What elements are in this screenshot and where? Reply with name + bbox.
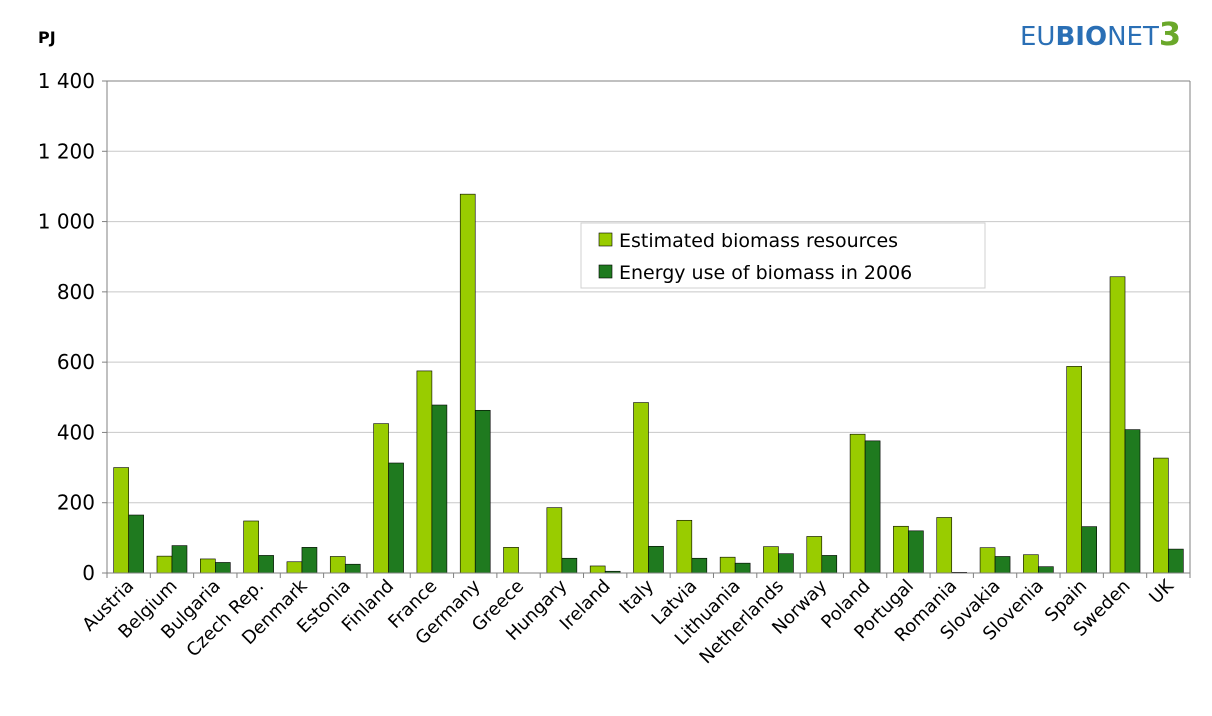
bar-energy-use-5 bbox=[344, 563, 361, 574]
bar-estimated-3 bbox=[243, 520, 259, 574]
y-tick-label: 1 400 bbox=[38, 69, 95, 93]
y-tick-label: 400 bbox=[57, 420, 95, 444]
bar-estimated-10 bbox=[546, 507, 563, 574]
bar-energy-use-3 bbox=[258, 555, 274, 574]
bar-energy-use-0 bbox=[128, 514, 144, 574]
bar-energy-use-17 bbox=[864, 440, 881, 574]
bar-estimated-15 bbox=[763, 546, 779, 574]
bar-energy-use-6 bbox=[388, 462, 404, 574]
bar-estimated-24 bbox=[1153, 457, 1169, 574]
bar-estimated-1 bbox=[156, 555, 173, 574]
bar-energy-use-8 bbox=[474, 409, 491, 574]
y-axis-label: PJ bbox=[38, 28, 56, 47]
bar-energy-use-7 bbox=[431, 404, 448, 574]
bar-estimated-6 bbox=[373, 423, 389, 574]
bar-energy-use-1 bbox=[171, 545, 188, 574]
bar-estimated-19 bbox=[936, 517, 953, 574]
bar-estimated-16 bbox=[806, 536, 823, 574]
bar-estimated-23 bbox=[1109, 276, 1126, 574]
bar-estimated-11 bbox=[589, 565, 606, 574]
bar-energy-use-13 bbox=[691, 557, 708, 574]
logo: EUBIONET3 bbox=[1020, 15, 1181, 53]
logo-text-3: 3 bbox=[1159, 15, 1181, 53]
bar-energy-use-15 bbox=[778, 553, 794, 574]
bar-estimated-17 bbox=[849, 433, 866, 574]
bar-estimated-2 bbox=[200, 558, 216, 574]
bar-energy-use-2 bbox=[215, 562, 231, 574]
bar-energy-use-10 bbox=[561, 557, 578, 574]
bar-estimated-8 bbox=[459, 193, 476, 574]
bar-energy-use-21 bbox=[1038, 566, 1054, 574]
bar-energy-use-18 bbox=[908, 530, 924, 574]
bar-estimated-22 bbox=[1066, 366, 1082, 574]
legend-swatch-estimated bbox=[598, 232, 613, 247]
bar-estimated-13 bbox=[676, 519, 693, 574]
bar-estimated-4 bbox=[286, 561, 303, 574]
y-tick-label: 600 bbox=[57, 350, 95, 374]
bar-energy-use-20 bbox=[994, 556, 1011, 574]
y-tick-label: 1 200 bbox=[38, 139, 95, 163]
bar-energy-use-4 bbox=[301, 547, 318, 574]
bar-energy-use-23 bbox=[1124, 429, 1141, 574]
bar-energy-use-24 bbox=[1168, 548, 1184, 574]
bar-estimated-5 bbox=[329, 556, 346, 574]
legend-swatch-energy-use bbox=[598, 264, 613, 279]
y-ticks: 0 200 400 600 800 1 000 1 200 1 400 bbox=[38, 69, 107, 585]
legend: Estimated biomass resources Energy use o… bbox=[580, 222, 986, 289]
bar-estimated-18 bbox=[893, 525, 909, 574]
bar-energy-use-22 bbox=[1081, 526, 1097, 574]
y-tick-label: 200 bbox=[57, 491, 95, 515]
bar-estimated-12 bbox=[633, 402, 649, 574]
bar-estimated-14 bbox=[719, 556, 736, 574]
x-tick-label: UK bbox=[1145, 575, 1178, 608]
legend-label-estimated: Estimated biomass resources bbox=[619, 230, 898, 252]
gridlines bbox=[107, 80, 1191, 573]
bar-energy-use-12 bbox=[648, 545, 664, 574]
bar-energy-use-16 bbox=[821, 555, 838, 574]
bar-energy-use-14 bbox=[734, 562, 751, 574]
svg-text:EUBIONET3: EUBIONET3 bbox=[1020, 15, 1181, 53]
legend-box bbox=[580, 222, 986, 289]
bar-estimated-9 bbox=[503, 547, 519, 574]
bars bbox=[113, 193, 1184, 574]
logo-text-net: NET bbox=[1107, 22, 1159, 52]
legend-label-energy-use: Energy use of biomass in 2006 bbox=[619, 262, 912, 284]
y-tick-label: 0 bbox=[82, 561, 95, 585]
logo-text-eu: EU bbox=[1020, 22, 1055, 52]
y-tick-label: 800 bbox=[57, 280, 95, 304]
bar-estimated-0 bbox=[113, 467, 129, 574]
logo-text-bio: BIO bbox=[1055, 22, 1107, 52]
bar-estimated-7 bbox=[416, 370, 433, 574]
y-tick-label: 1 000 bbox=[38, 210, 95, 234]
bar-estimated-21 bbox=[1023, 554, 1039, 574]
bar-estimated-20 bbox=[979, 547, 996, 574]
